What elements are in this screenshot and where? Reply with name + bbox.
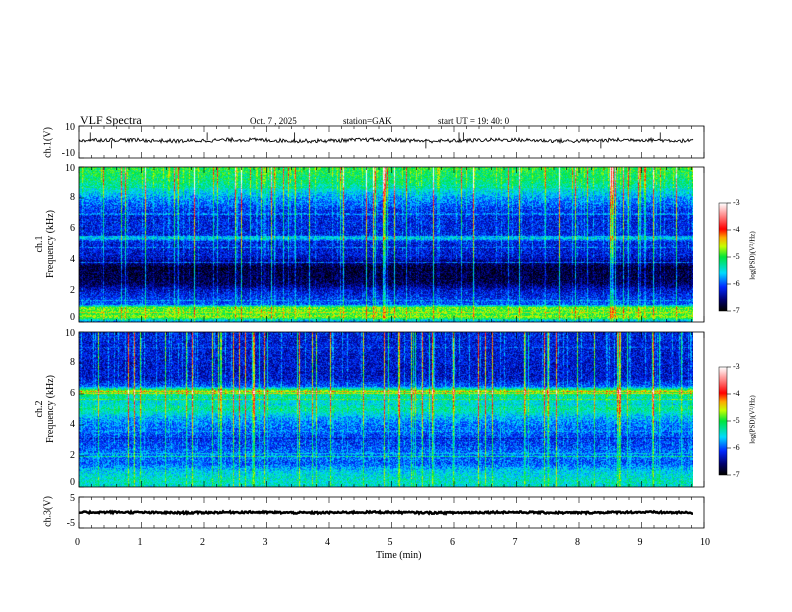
colorbar-tick-label: -6	[733, 279, 740, 288]
ch2-spectrogram	[79, 332, 693, 487]
ch3-ylabel: ch.3(V)	[42, 496, 54, 527]
x-tick-label: 8	[575, 537, 580, 548]
colorbar-tick-label: -5	[733, 416, 740, 425]
colorbar-tick-label: -7	[733, 470, 740, 479]
y-tick-label: 2	[70, 285, 75, 296]
colorbar-tick-label: -6	[733, 443, 740, 452]
ch1-spec-ylabel: ch.1 Frequency (kHz)	[34, 204, 56, 284]
ch2-colorbar-label: log(PSD)(V²/Hz)	[748, 395, 757, 444]
y-tick-label: 4	[70, 254, 75, 265]
ch1-spec-ylabel-line2: Frequency (kHz)	[45, 209, 56, 279]
x-tick-label: 7	[512, 537, 518, 548]
colorbar-frame	[718, 366, 728, 476]
ch1-spectrogram	[79, 167, 693, 322]
figure-title: VLF Spectra	[80, 113, 142, 127]
date-label: Oct. 7 , 2025	[250, 116, 297, 126]
panel-frame	[78, 166, 705, 323]
y-tick-label: 10	[65, 122, 75, 133]
y-tick-label: 8	[70, 192, 75, 203]
y-tick-label: 10	[65, 328, 75, 339]
panel-frame	[78, 331, 705, 488]
x-tick-label: 3	[262, 537, 268, 548]
y-tick-label: 5	[70, 493, 75, 504]
y-tick-label: 6	[70, 388, 75, 399]
y-tick-label: 4	[70, 419, 75, 430]
colorbar-tick-label: -3	[733, 362, 740, 371]
colorbar-tick-label: -4	[733, 225, 740, 234]
ch2-spec-ylabel: ch.2 Frequency (kHz)	[34, 369, 56, 449]
ch1-colorbar-label: log(PSD)(V²/Hz)	[748, 231, 757, 280]
y-tick-label: -10	[61, 148, 75, 159]
ch2-spec-ylabel-line1: ch.2	[34, 400, 45, 418]
y-tick-label: 0	[70, 477, 75, 488]
ch1-waveform-trace	[78, 136, 694, 145]
y-tick-label: 0	[70, 312, 75, 323]
y-tick-label: 6	[70, 223, 75, 234]
x-tick-label: 0	[75, 537, 80, 548]
ch3-waveform-trace	[78, 509, 693, 516]
y-tick-label: -5	[66, 518, 75, 529]
colorbar-tick-label: -7	[733, 306, 740, 315]
colorbar-tick-label: -4	[733, 389, 740, 398]
x-tick-label: 10	[700, 537, 710, 548]
y-tick-label: 2	[70, 450, 75, 461]
ch2-colorbar	[719, 367, 727, 475]
ch2-spec-ylabel-line2: Frequency (kHz)	[45, 374, 56, 444]
colorbar-tick-label: -5	[733, 252, 740, 261]
x-axis-label: Time (min)	[376, 550, 422, 561]
ch1-ylabel: ch.1(V)	[42, 127, 54, 158]
colorbar-frame	[718, 202, 728, 312]
y-tick-label: 10	[65, 163, 75, 174]
start-time-label: start UT = 19: 40: 0	[438, 116, 510, 126]
ch1-colorbar	[719, 203, 727, 311]
x-tick-label: 1	[137, 537, 143, 548]
x-tick-label: 6	[450, 537, 455, 548]
x-tick-label: 5	[387, 537, 393, 548]
y-tick-label: 8	[70, 357, 75, 368]
ch1-spec-ylabel-line1: ch.1	[34, 235, 45, 253]
x-tick-label: 9	[637, 537, 643, 548]
colorbar-tick-label: -3	[733, 198, 740, 207]
x-tick-label: 4	[325, 537, 330, 548]
x-tick-label: 2	[200, 537, 205, 548]
station-label: station=GAK	[343, 116, 392, 126]
